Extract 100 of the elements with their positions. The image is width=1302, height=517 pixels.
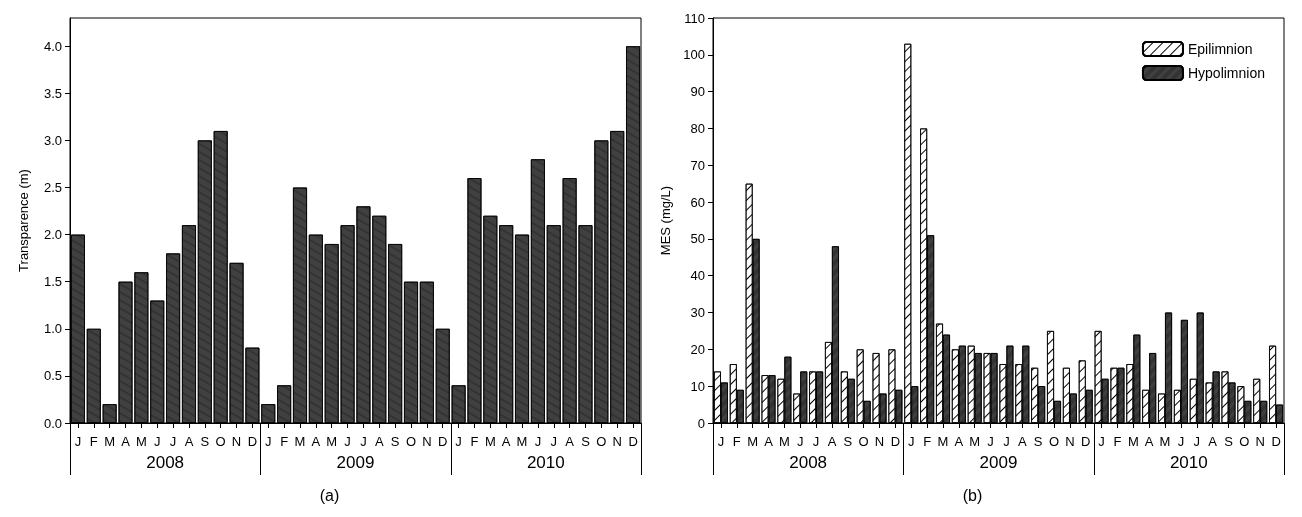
y-tick-label: 70 xyxy=(690,157,705,173)
x-tick-label: J xyxy=(908,434,915,449)
x-tick-label: A xyxy=(1144,434,1154,449)
x-tick-label: N xyxy=(612,434,622,449)
x-tick-label: J xyxy=(796,434,804,449)
legend-label: Hypolimnion xyxy=(1187,65,1266,81)
x-tick-label: M xyxy=(1127,434,1139,449)
x-tick-label: J xyxy=(360,434,367,449)
x-tick-label: D xyxy=(1081,434,1091,449)
x-tick-label: M xyxy=(516,434,528,449)
x-tick-label: M xyxy=(1159,434,1171,449)
x-tick-label: J xyxy=(812,434,820,449)
y-tick-label: 100 xyxy=(683,47,705,63)
x-tick-label: M xyxy=(969,434,981,449)
legend-label: Epilimnion xyxy=(1187,41,1253,57)
x-tick-label: J xyxy=(1193,434,1201,449)
x-tick-label: J xyxy=(169,434,177,449)
y-tick-label: 3.5 xyxy=(43,85,62,101)
y-tick-label: 4.0 xyxy=(43,38,62,54)
x-tick-label: O xyxy=(596,434,607,449)
x-tick-label: J xyxy=(153,434,161,449)
text: 2010 xyxy=(1168,453,1209,473)
x-tick-label: F xyxy=(470,434,479,449)
x-tick-label: O xyxy=(405,434,417,449)
x-tick-label: A xyxy=(311,434,321,449)
x-tick-label: J xyxy=(987,434,994,449)
x-tick-label: A xyxy=(954,434,964,449)
text: 2009 xyxy=(335,453,376,473)
x-tick-label: J xyxy=(1177,434,1185,449)
text: 2008 xyxy=(145,453,186,473)
x-tick-label: S xyxy=(581,434,591,449)
x-tick-label: A xyxy=(184,434,194,449)
x-tick-label: J xyxy=(265,434,272,449)
text: (a) xyxy=(319,486,340,504)
y-tick-label: 0.5 xyxy=(43,368,62,384)
x-tick-label: D xyxy=(438,434,448,449)
y-tick-label: 30 xyxy=(690,305,705,321)
x-tick-label: S xyxy=(390,434,400,449)
text: (b) xyxy=(962,486,983,504)
x-tick-label: D xyxy=(890,434,901,449)
x-tick-label: J xyxy=(1098,434,1105,449)
x-tick-label: N xyxy=(1255,434,1265,449)
x-tick-label: F xyxy=(280,434,289,449)
x-tick-label: J xyxy=(344,434,351,449)
x-tick-label: M xyxy=(778,434,790,449)
x-tick-label: M xyxy=(294,434,306,449)
x-tick-label: O xyxy=(1239,434,1250,449)
x-tick-label: J xyxy=(534,434,542,449)
x-tick-label: A xyxy=(764,434,774,449)
x-tick-label: F xyxy=(89,434,98,449)
x-tick-label: N xyxy=(874,434,885,449)
x-tick-label: A xyxy=(827,434,837,449)
x-tick-label: S xyxy=(1224,434,1234,449)
x-tick-label: M xyxy=(104,434,116,449)
x-tick-label: O xyxy=(215,434,226,449)
x-tick-label: A xyxy=(121,434,131,449)
x-tick-label: S xyxy=(1033,434,1043,449)
x-tick-label: N xyxy=(231,434,242,449)
y-tick-label: 0 xyxy=(697,415,705,431)
y-tick-label: 0.0 xyxy=(43,415,62,431)
x-tick-label: A xyxy=(565,434,575,449)
y-tick-label: 50 xyxy=(690,231,705,247)
x-tick-label: F xyxy=(1113,434,1122,449)
y-tick-label: 20 xyxy=(690,341,705,357)
y-tick-label: 90 xyxy=(690,84,705,100)
y-tick-label: 40 xyxy=(690,268,705,284)
x-tick-label: N xyxy=(422,434,432,449)
text: 2008 xyxy=(788,453,829,473)
x-tick-label: J xyxy=(455,434,462,449)
x-tick-label: F xyxy=(923,434,932,449)
x-tick-label: M xyxy=(326,434,338,449)
y-tick-label: 110 xyxy=(684,10,705,26)
y-tick-label: 10 xyxy=(690,378,705,394)
y-axis-title: Transparence (m) xyxy=(16,169,31,272)
x-tick-label: O xyxy=(1048,434,1060,449)
x-tick-label: M xyxy=(937,434,949,449)
x-tick-label: S xyxy=(200,434,210,449)
y-tick-label: 80 xyxy=(690,120,705,136)
y-tick-label: 1.0 xyxy=(43,321,62,337)
x-tick-label: M xyxy=(484,434,496,449)
x-tick-label: S xyxy=(843,434,853,449)
x-tick-label: M xyxy=(135,434,147,449)
x-tick-label: D xyxy=(247,434,258,449)
x-tick-label: J xyxy=(550,434,558,449)
y-tick-label: 3.0 xyxy=(43,132,62,148)
x-tick-label: J xyxy=(74,434,82,449)
text: 2009 xyxy=(978,453,1019,473)
y-axis-title: MES (mg/L) xyxy=(658,185,674,256)
x-tick-label: O xyxy=(858,434,869,449)
x-tick-label: D xyxy=(628,434,638,449)
x-tick-label: A xyxy=(501,434,511,449)
x-tick-label: N xyxy=(1065,434,1075,449)
y-tick-label: 2.0 xyxy=(43,227,62,243)
y-tick-label: 1.5 xyxy=(43,274,62,290)
x-tick-label: A xyxy=(374,434,384,449)
y-tick-label: 2.5 xyxy=(43,180,62,196)
x-tick-label: A xyxy=(1017,434,1027,449)
x-tick-label: F xyxy=(732,434,741,449)
x-tick-label: D xyxy=(1271,434,1281,449)
x-tick-label: J xyxy=(1003,434,1010,449)
